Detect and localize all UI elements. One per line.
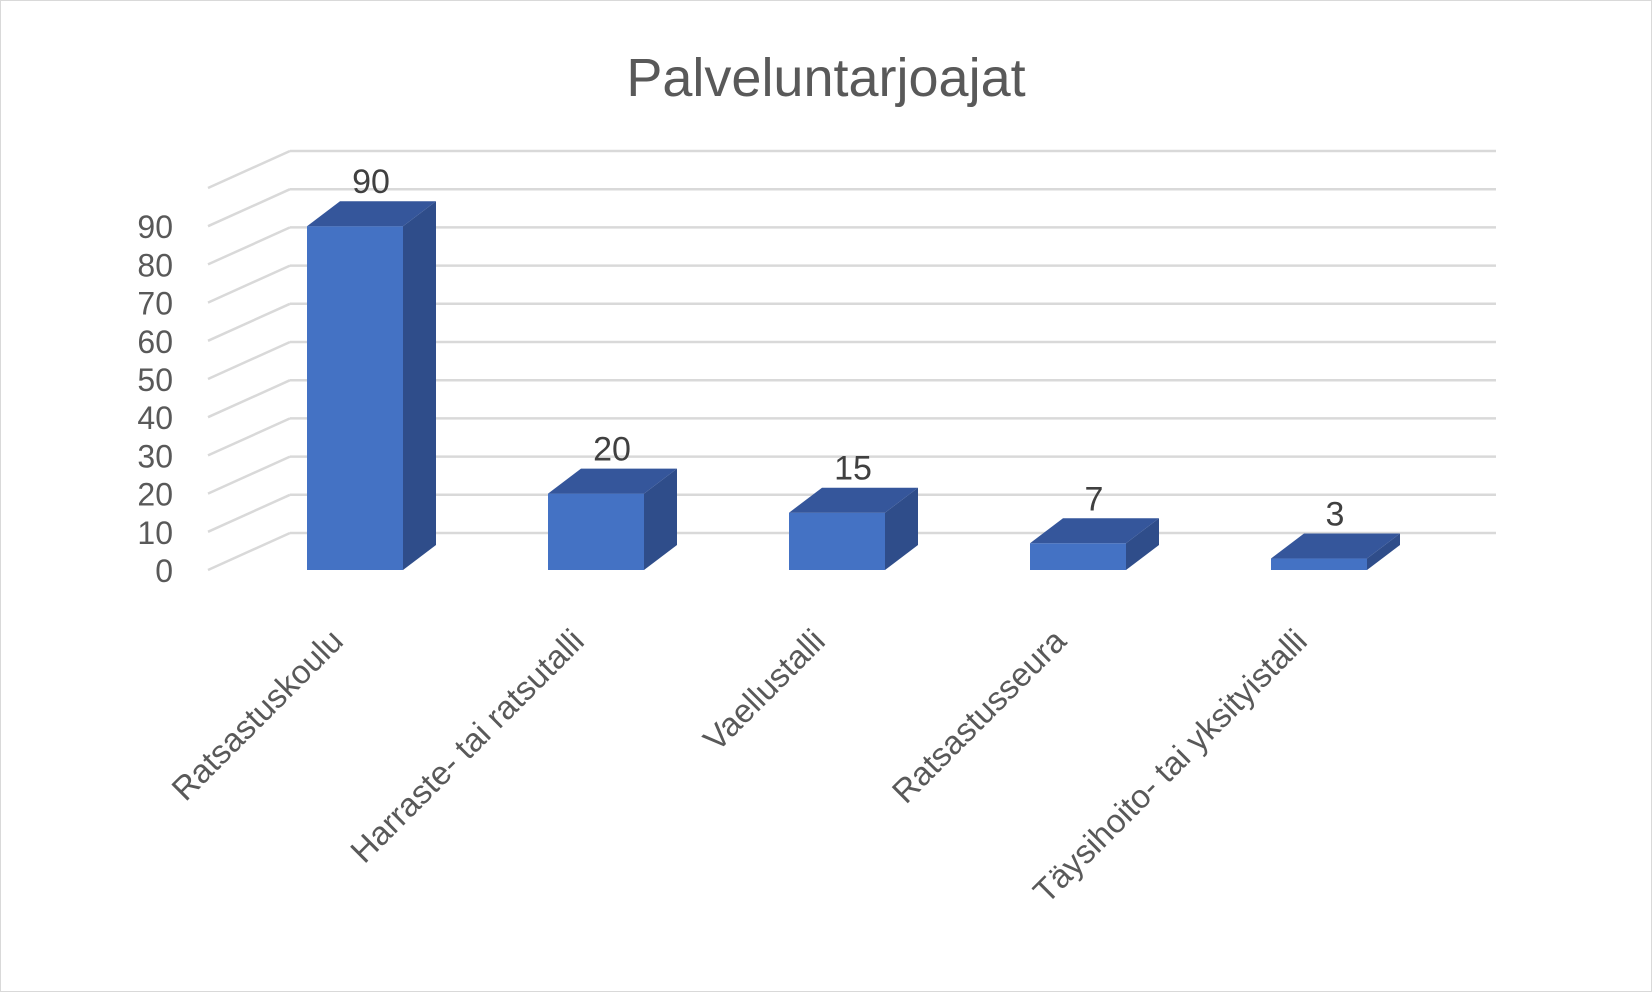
bar [1271, 533, 1400, 570]
data-label: 20 [593, 431, 631, 469]
y-tick-label: 10 [137, 515, 173, 551]
gridline-side [207, 149, 291, 190]
y-tick-label: 70 [137, 286, 173, 322]
bar-side [403, 201, 436, 570]
gridline-side [207, 493, 291, 533]
data-label: 7 [1085, 480, 1104, 518]
category-label: Täysihoito- tai yksityistalli [1026, 622, 1314, 910]
gridline-side [207, 340, 291, 381]
bar-side [644, 468, 677, 570]
y-tick-label: 50 [137, 362, 173, 398]
bar [307, 201, 436, 570]
bar-front [548, 493, 644, 570]
data-labels: 90 20 15 7 3 [352, 163, 1344, 533]
bar-side [1126, 518, 1159, 570]
data-label: 90 [352, 163, 390, 201]
bar-top [1271, 533, 1400, 559]
gridline-side [207, 417, 291, 457]
data-label: 3 [1326, 496, 1345, 534]
gridline-side [207, 379, 291, 419]
category-label: Ratsastusseura [885, 621, 1074, 810]
chart-title: Palveluntarjoajat [626, 48, 1025, 108]
y-tick-label: 40 [137, 400, 173, 436]
y-tick-label: 30 [137, 438, 173, 474]
bar-front [307, 226, 403, 570]
y-tick-label: 90 [137, 209, 173, 245]
bar-top [548, 468, 677, 494]
bar [1030, 518, 1159, 570]
gridline-side [207, 302, 291, 342]
y-tick-label: 80 [137, 247, 173, 283]
bar-top [1030, 518, 1159, 544]
bar-front [789, 512, 885, 570]
bar [548, 468, 677, 570]
bars [307, 201, 1400, 570]
category-label: Vaellustalli [696, 622, 832, 758]
y-tick-label: 0 [155, 553, 173, 589]
gridline-side [207, 226, 291, 266]
gridline-side [207, 188, 291, 228]
bar-front [1271, 558, 1367, 570]
bar [789, 487, 918, 570]
category-label: Ratsastuskoulu [164, 622, 350, 808]
bar-top [789, 487, 918, 513]
y-tick-label: 60 [137, 324, 173, 360]
bar-side [1367, 533, 1400, 570]
gridline-side [207, 264, 291, 304]
gridline-side [207, 531, 291, 572]
y-tick-label: 20 [137, 477, 173, 513]
bar-front [1030, 543, 1126, 570]
gridlines [207, 149, 1496, 572]
bar-side [885, 487, 918, 570]
gridline-side [207, 455, 291, 495]
data-label: 15 [834, 450, 872, 488]
category-label: Harraste- tai ratsutalli [343, 622, 591, 870]
bar-top [307, 201, 436, 227]
